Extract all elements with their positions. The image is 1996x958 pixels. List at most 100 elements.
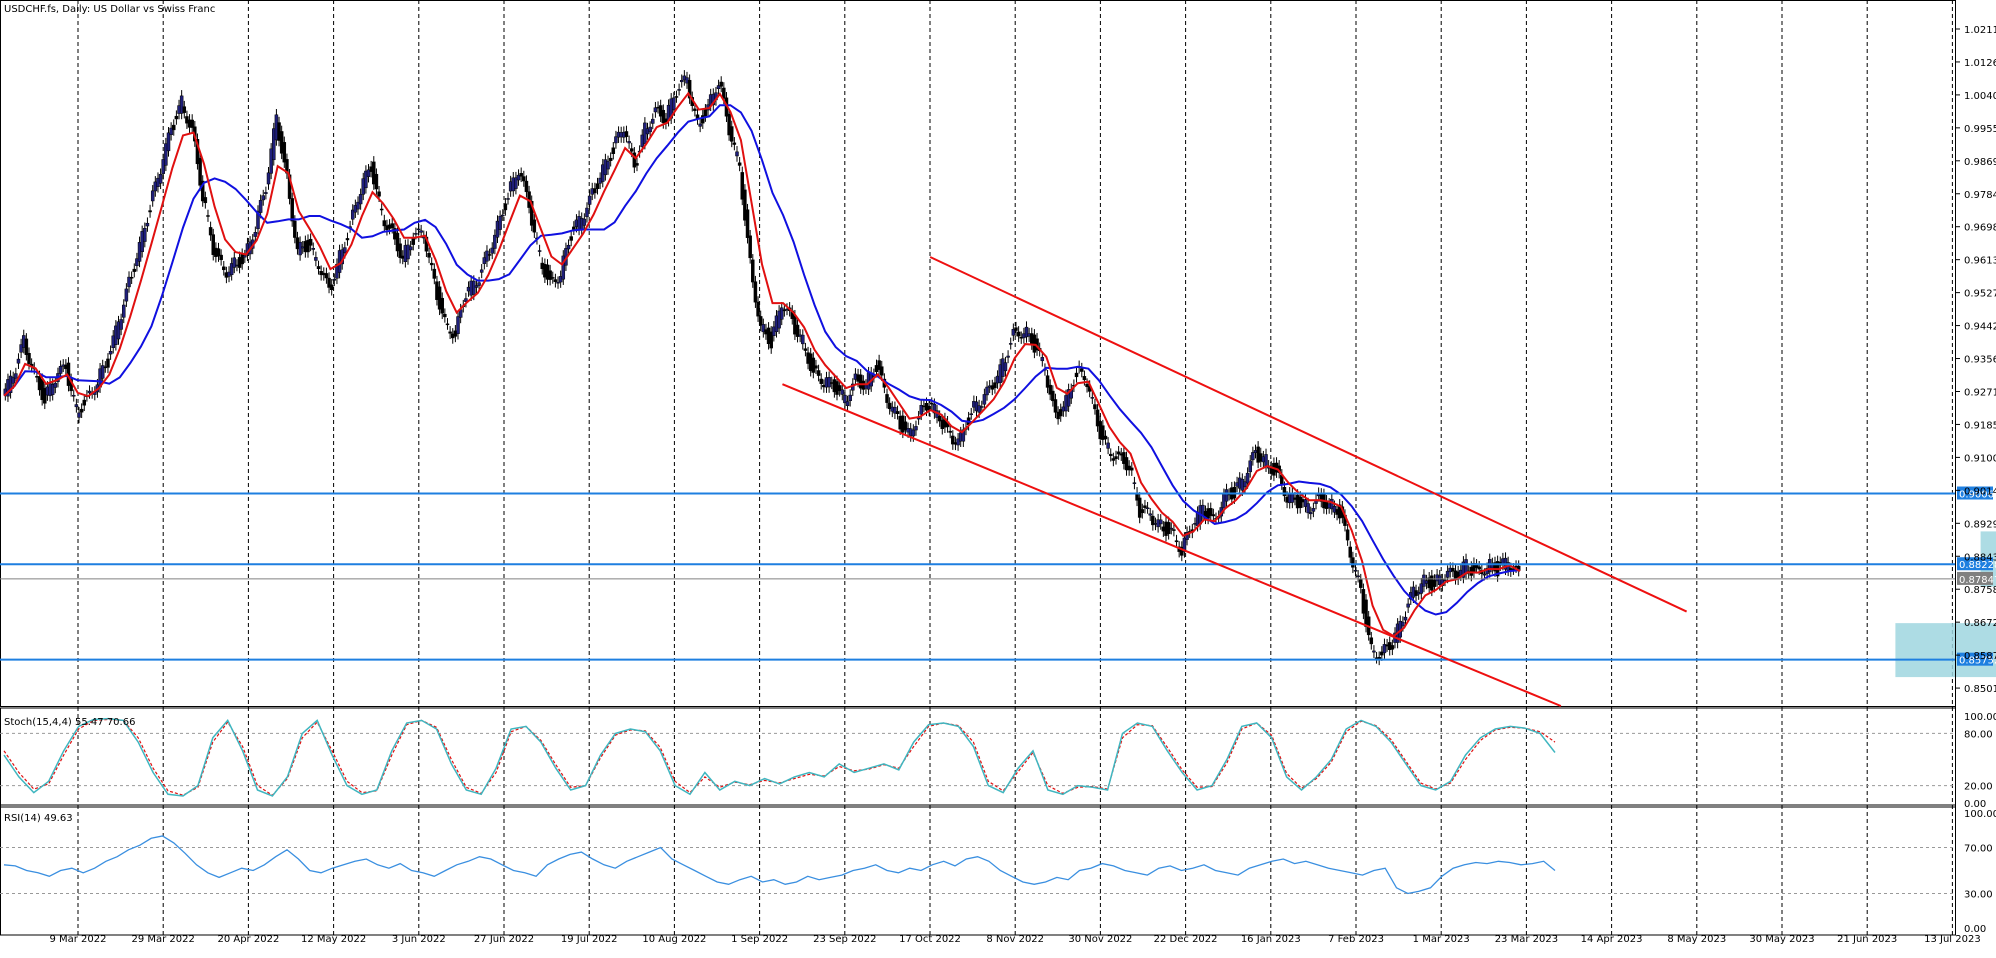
candle-body — [1074, 372, 1079, 378]
grid-layer — [0, 0, 1956, 936]
candle-body — [761, 324, 766, 333]
candle-body — [19, 344, 23, 353]
x-tick-label: 1 Sep 2022 — [731, 934, 788, 945]
candle-body — [293, 220, 297, 238]
candle-body — [595, 183, 600, 189]
candle-body — [119, 319, 123, 330]
candle-body — [1093, 404, 1097, 410]
x-tick-label: 12 May 2022 — [301, 934, 366, 945]
candle-body — [432, 268, 437, 279]
price-tag-label: 0.87847 — [1959, 575, 1996, 586]
candle-body — [1364, 599, 1368, 627]
candle-body — [206, 215, 210, 217]
y-tick-label: 0.96985 — [1964, 223, 1996, 234]
x-tick-label: 30 Nov 2022 — [1068, 934, 1132, 945]
rsi-panel-frame — [0, 804, 1956, 936]
candle-body — [887, 402, 892, 410]
candle-body — [1140, 509, 1145, 514]
candle-body — [145, 222, 150, 227]
candle-body — [1111, 458, 1116, 461]
candle-body — [440, 297, 444, 314]
candle-body — [1182, 537, 1187, 553]
price-tag-bg — [1957, 486, 1993, 500]
ma-fast-line — [3, 91, 1521, 638]
candle-body — [611, 147, 616, 154]
candle-body — [258, 200, 263, 213]
candle-body — [608, 157, 613, 161]
stoch-y-tick-label: 20.00 — [1964, 782, 1993, 793]
x-tick-label: 21 Jun 2023 — [1837, 934, 1897, 945]
candle-body — [1309, 512, 1313, 515]
candle-body — [174, 115, 179, 120]
candle-body — [903, 421, 908, 431]
candle-body — [848, 394, 852, 402]
candle-body — [1085, 383, 1089, 388]
candle-body — [1369, 637, 1374, 645]
candle-body — [493, 234, 497, 249]
candle-body — [635, 163, 639, 166]
candle-body — [919, 405, 923, 415]
candle-body — [795, 324, 800, 337]
candle-body — [272, 128, 276, 161]
price-tag-label: 0.90063 — [1959, 490, 1996, 501]
candle-body — [627, 141, 631, 144]
candle-body — [553, 279, 558, 282]
candle-body — [1008, 343, 1013, 345]
candle-body — [106, 358, 110, 368]
candle-body — [529, 201, 534, 226]
candle-body — [445, 323, 450, 326]
candle-body — [840, 389, 845, 395]
candle-body — [366, 169, 371, 177]
axis-layer: 9 Mar 2022 29 Mar 2022 20 Apr 2022 12 May 2… — [49, 0, 1996, 945]
candle-body — [474, 285, 479, 288]
candle-body — [1108, 453, 1113, 457]
candle-body — [661, 109, 666, 124]
candle-body — [382, 220, 387, 227]
candle-body — [243, 255, 247, 258]
price-tag-bg — [1957, 571, 1993, 585]
candle-body — [24, 338, 29, 355]
candle-body — [132, 268, 137, 272]
candle-body — [1016, 331, 1021, 337]
support-resistance-zone — [1895, 623, 1996, 678]
candle-body — [703, 109, 708, 117]
candle-body — [332, 279, 337, 281]
candle-body — [1243, 481, 1247, 488]
x-tick-label: 30 May 2023 — [1749, 934, 1814, 945]
candle-body — [253, 232, 258, 237]
candle-body — [727, 113, 731, 136]
x-tick-label: 9 Mar 2022 — [49, 934, 106, 945]
candle-body — [1282, 487, 1287, 497]
candle-body — [551, 277, 555, 279]
candle-body — [758, 316, 763, 326]
x-tick-label: 17 Oct 2022 — [899, 934, 961, 945]
candle-body — [372, 161, 376, 185]
x-tick-label: 29 Mar 2022 — [131, 934, 194, 945]
candle-body — [506, 198, 510, 200]
candle-body — [479, 269, 484, 273]
y-tick-label: 0.93565 — [1964, 355, 1996, 366]
candle-body — [1014, 327, 1018, 331]
candle-body — [343, 247, 347, 254]
candle-body — [53, 382, 58, 388]
ma-layer — [3, 91, 1521, 638]
candle-body — [756, 301, 760, 317]
candle-body — [1148, 513, 1152, 516]
candle-body — [1401, 621, 1405, 627]
candle-body — [1095, 409, 1100, 427]
candle-body — [677, 89, 681, 91]
candle-body — [930, 402, 934, 405]
candle-body — [606, 161, 610, 170]
candle-body — [269, 148, 273, 174]
candle-body — [398, 243, 402, 258]
candle-body — [135, 258, 139, 267]
candle-body — [977, 405, 981, 413]
candle-body — [1264, 454, 1268, 467]
candle-body — [674, 96, 679, 98]
candle-body — [190, 119, 194, 128]
